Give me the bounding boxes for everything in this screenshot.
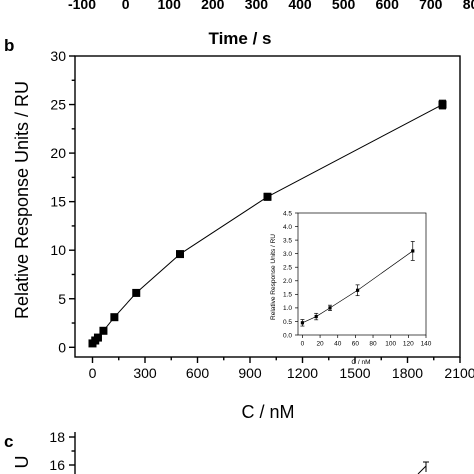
y-tick-label: 20 xyxy=(50,145,66,161)
inset-x-tick-label: 140 xyxy=(421,341,432,348)
x-tick-label: 0 xyxy=(89,365,97,381)
plot-frame xyxy=(74,55,461,358)
inset-data-point xyxy=(411,249,415,253)
inset-y-tick-label: 0.0 xyxy=(283,332,292,339)
panel-c-y-tick-label: 18 xyxy=(49,429,65,445)
top-tick-label: 100 xyxy=(158,0,182,12)
inset-x-tick-label: 0 xyxy=(301,341,305,348)
top-x-axis-label: Time / s xyxy=(209,29,272,48)
inset-x-tick-label: 120 xyxy=(403,341,414,348)
y-tick-label: 0 xyxy=(58,339,66,355)
inset-y-axis-label: Relative Response Units / RU xyxy=(270,234,277,320)
y-tick-label: 15 xyxy=(50,194,66,210)
top-tick-label: 800 xyxy=(463,0,474,12)
top-tick-label: 300 xyxy=(245,0,269,12)
inset-plot: 0 20 40 60 80 100 120 140 0.0 0.5 1.0 1.5 2.0 2.5 3.0 3… xyxy=(283,210,432,347)
data-point xyxy=(263,192,272,201)
y-tick-label: 30 xyxy=(50,48,66,64)
inset-data-point xyxy=(355,288,360,292)
panel-label-b: b xyxy=(4,36,14,55)
inset-x-tick-label: 40 xyxy=(334,341,342,348)
inset-y-tick-label: 0.5 xyxy=(283,319,292,326)
inset-y-tick-label: 2.5 xyxy=(283,265,292,272)
top-tick-label: 700 xyxy=(419,0,443,12)
top-tick-label: 0 xyxy=(122,0,130,12)
y-tick-label: 25 xyxy=(50,97,66,113)
y-tick-label: 5 xyxy=(58,291,66,307)
inset-y-tick-label: 2.0 xyxy=(283,278,292,285)
panel-c-y-tick-label: 16 xyxy=(49,457,65,473)
inset-x-tick-label: 80 xyxy=(369,341,377,348)
x-tick-label: 300 xyxy=(133,365,157,381)
data-point xyxy=(110,313,119,322)
x-tick-label: 2100 xyxy=(444,365,474,381)
inset-y-tick-label: 1.5 xyxy=(283,292,292,299)
x-tick-label: 900 xyxy=(238,365,262,381)
top-tick-label: 200 xyxy=(201,0,225,12)
panel-c-axis: 18 16 U xyxy=(12,429,429,474)
data-point xyxy=(99,326,108,335)
inset-y-tick-label: 4.5 xyxy=(283,210,292,217)
top-tick-label: 500 xyxy=(332,0,356,12)
inset-y-tick-label: 1.0 xyxy=(283,305,292,312)
panel-label-c: c xyxy=(4,432,13,451)
x-tick-label: 1800 xyxy=(392,365,423,381)
top-tick-label: 600 xyxy=(376,0,400,12)
panel-c-series-line xyxy=(417,465,427,474)
data-point xyxy=(176,250,184,259)
inset-y-tick-label: 3.5 xyxy=(283,237,292,244)
top-tick-labels: -100 0 100 200 300 400 500 600 700 800 xyxy=(68,0,474,12)
inset-data-point xyxy=(314,314,318,319)
inset-y-tick-label: 4.0 xyxy=(283,224,292,231)
inset-y-tick-label: 3.0 xyxy=(283,251,292,258)
inset-x-tick-label: 60 xyxy=(352,341,360,348)
y-tick-label: 10 xyxy=(50,242,66,258)
top-panel-axis: -100 0 100 200 300 400 500 600 700 800 Time / s xyxy=(68,0,474,48)
panel-c-y-axis-label: U xyxy=(12,456,32,469)
inset-data-point xyxy=(328,306,332,310)
y-axis-label: Relative Response Units / RU xyxy=(12,81,32,319)
data-point xyxy=(132,288,141,297)
inset-x-tick-label: 100 xyxy=(385,341,396,348)
top-tick-label: -100 xyxy=(68,0,96,12)
top-tick-label: 400 xyxy=(288,0,312,12)
x-axis-label: C / nM xyxy=(241,402,294,422)
inset-data-point xyxy=(300,321,305,325)
inset-x-axis-label: C / nM xyxy=(351,359,370,366)
inset-x-tick-label: 20 xyxy=(316,341,324,348)
x-tick-label: 1500 xyxy=(339,365,370,381)
x-tick-label: 1200 xyxy=(287,365,318,381)
data-point xyxy=(93,333,102,342)
x-tick-label: 600 xyxy=(186,365,210,381)
data-point xyxy=(438,100,447,109)
